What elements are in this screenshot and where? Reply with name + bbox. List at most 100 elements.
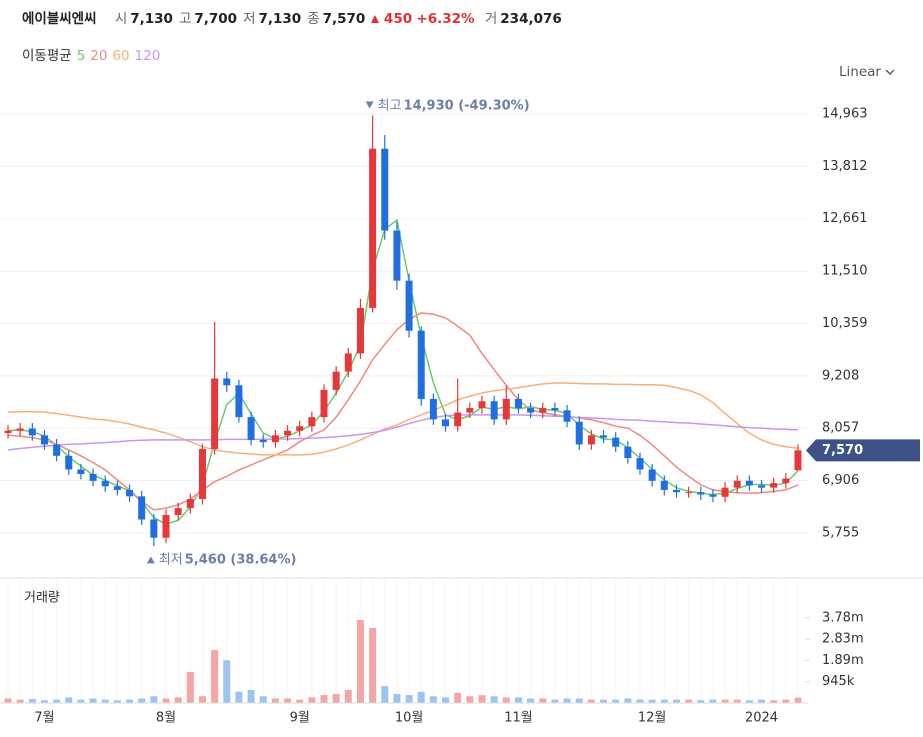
candle-body bbox=[393, 230, 401, 281]
candle-body bbox=[502, 398, 510, 420]
candle-body bbox=[284, 430, 292, 436]
volume-bar bbox=[296, 699, 304, 703]
volume-bar bbox=[648, 699, 656, 703]
quote-label: 종 bbox=[307, 11, 320, 27]
candle-body bbox=[405, 280, 413, 331]
volume-bar bbox=[393, 693, 401, 703]
candle-body bbox=[551, 408, 559, 411]
x-tick-label: 9월 bbox=[290, 711, 310, 726]
candle-body bbox=[211, 378, 219, 449]
candle-body bbox=[587, 435, 595, 445]
candle-body bbox=[344, 353, 352, 372]
candle-body bbox=[332, 371, 340, 390]
moving-average-line bbox=[7, 218, 799, 525]
candle-body bbox=[65, 455, 73, 470]
candle-body bbox=[612, 437, 620, 447]
annotation: 최저 5,460 (38.64%) bbox=[159, 552, 297, 567]
scale-mode-label[interactable]: Linear bbox=[839, 64, 881, 80]
candle-body bbox=[77, 469, 85, 475]
volume-bar bbox=[247, 689, 255, 703]
volume-bar bbox=[356, 620, 364, 703]
chevron bbox=[885, 69, 895, 75]
annotation-label: 최고 bbox=[378, 98, 402, 113]
volume-bar bbox=[271, 698, 279, 703]
volume-bar bbox=[223, 660, 231, 703]
volume-bar bbox=[89, 698, 97, 703]
x-tick-label: 8월 bbox=[156, 711, 176, 726]
candle-body bbox=[356, 307, 364, 354]
candle-body bbox=[454, 412, 462, 427]
volume-bar bbox=[563, 698, 571, 703]
volume-bar bbox=[709, 699, 717, 703]
volume-bar bbox=[721, 699, 729, 703]
candle-body bbox=[527, 408, 535, 413]
volume-bar bbox=[174, 697, 182, 703]
candle-body bbox=[198, 448, 206, 500]
y-tick-label: 8,057 bbox=[822, 421, 859, 436]
volume-bar bbox=[320, 695, 328, 703]
candle-body bbox=[733, 480, 741, 488]
candle-body bbox=[101, 480, 109, 487]
volume-bar bbox=[186, 671, 194, 703]
volume-bar bbox=[405, 695, 413, 703]
candle-body bbox=[174, 508, 182, 515]
x-tick-label: 10월 bbox=[395, 711, 424, 726]
legend-entry: 20 bbox=[90, 48, 108, 64]
candle-body bbox=[186, 499, 194, 509]
volume-bar bbox=[138, 698, 146, 703]
volume-bar bbox=[745, 700, 753, 703]
candle-body bbox=[308, 417, 316, 427]
y-tick-label: 12,661 bbox=[822, 211, 868, 226]
scale-mode[interactable]: Linear bbox=[839, 64, 895, 80]
moving-average-line bbox=[7, 414, 799, 451]
candle-body bbox=[758, 485, 766, 488]
volume-bar bbox=[514, 697, 522, 703]
legend-entry: 120 bbox=[134, 48, 161, 64]
volume-value: 234,076 bbox=[500, 11, 562, 27]
quote-label: 고 bbox=[178, 11, 192, 27]
volume-bar bbox=[126, 699, 134, 703]
volume-label: 거 bbox=[484, 11, 498, 27]
candle-body bbox=[429, 398, 437, 420]
candle-body bbox=[685, 492, 693, 494]
volume-bar bbox=[308, 697, 316, 703]
volume-bar bbox=[660, 699, 668, 703]
candle-body bbox=[259, 439, 267, 443]
volume-bar bbox=[490, 696, 498, 703]
y-tick-label: 5,755 bbox=[822, 525, 859, 540]
candle-body bbox=[514, 398, 522, 409]
candle-body bbox=[478, 401, 486, 409]
candle-body bbox=[223, 378, 231, 386]
volume-tick-label: 3.78m bbox=[822, 610, 864, 625]
volume-bar bbox=[211, 650, 219, 703]
candle-body bbox=[126, 489, 134, 497]
volume-bar bbox=[162, 698, 170, 703]
candle-body bbox=[162, 514, 170, 538]
volume-bar bbox=[344, 689, 352, 703]
legend-entry: 5 bbox=[76, 48, 86, 64]
volume-bar bbox=[381, 686, 389, 703]
quote-value: 7,570 bbox=[322, 11, 366, 27]
up-arrow bbox=[370, 15, 379, 23]
candle-body bbox=[600, 435, 608, 438]
volume-bar bbox=[77, 699, 85, 703]
candle-body bbox=[16, 428, 24, 431]
volume-bar bbox=[794, 697, 802, 703]
stock-name: 에이블씨엔씨 bbox=[22, 11, 97, 27]
candle-body bbox=[4, 430, 12, 434]
annotation-label: 최저 bbox=[159, 552, 183, 567]
quote-value: 7,130 bbox=[130, 11, 173, 27]
candle-body bbox=[660, 480, 668, 490]
candle-body bbox=[672, 489, 680, 493]
volume-bar bbox=[466, 696, 474, 703]
quote-label: 저 bbox=[243, 11, 256, 27]
candle-body bbox=[636, 458, 644, 470]
volume-bar bbox=[502, 697, 510, 703]
candle-body bbox=[369, 148, 377, 308]
volume-bar bbox=[733, 699, 741, 703]
candle-body bbox=[28, 428, 36, 436]
candle-body bbox=[575, 421, 583, 445]
change: 450 bbox=[383, 11, 413, 27]
volume-bar bbox=[4, 698, 12, 703]
